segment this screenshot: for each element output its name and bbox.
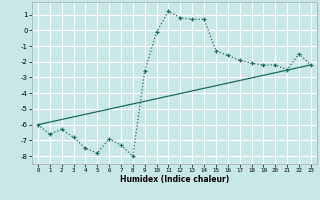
X-axis label: Humidex (Indice chaleur): Humidex (Indice chaleur): [120, 175, 229, 184]
